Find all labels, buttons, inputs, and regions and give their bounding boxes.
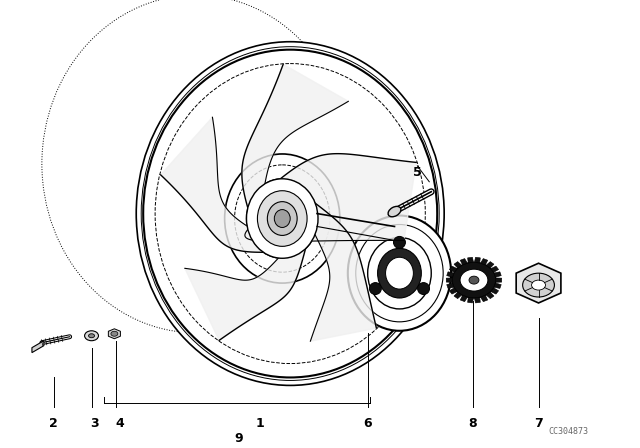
Ellipse shape [111,331,118,336]
Polygon shape [481,295,488,302]
Polygon shape [242,64,348,210]
Polygon shape [185,247,306,340]
Ellipse shape [268,202,297,235]
Polygon shape [494,283,501,289]
Ellipse shape [275,210,290,228]
Polygon shape [468,257,474,263]
Ellipse shape [388,207,401,217]
Ellipse shape [143,50,437,378]
Polygon shape [447,272,454,277]
Ellipse shape [225,154,340,283]
Ellipse shape [378,248,421,298]
Ellipse shape [385,257,413,289]
Ellipse shape [394,237,405,248]
Polygon shape [491,288,499,294]
Text: CC304873: CC304873 [548,427,588,436]
Ellipse shape [246,179,318,258]
Polygon shape [494,272,501,277]
Text: 4: 4 [115,417,124,430]
Text: 6: 6 [364,417,372,430]
Text: 9: 9 [234,432,243,445]
Ellipse shape [246,179,318,258]
Ellipse shape [369,283,381,294]
Polygon shape [516,263,561,303]
Polygon shape [447,283,454,289]
Ellipse shape [532,280,545,290]
Polygon shape [32,341,44,353]
Polygon shape [454,262,462,268]
Polygon shape [310,202,376,341]
Ellipse shape [469,276,479,284]
Ellipse shape [417,283,429,294]
Polygon shape [486,262,494,268]
Ellipse shape [523,273,554,297]
Text: 8: 8 [468,417,477,430]
Ellipse shape [268,202,297,235]
Polygon shape [486,292,494,299]
Ellipse shape [460,269,488,291]
Ellipse shape [275,210,290,228]
Ellipse shape [88,334,95,338]
Text: 2: 2 [49,417,58,430]
Polygon shape [468,297,474,303]
Text: 3: 3 [90,417,99,430]
Ellipse shape [452,262,496,298]
Polygon shape [460,295,467,302]
Polygon shape [481,258,488,265]
Text: 5: 5 [413,166,422,179]
Ellipse shape [257,191,307,246]
Polygon shape [449,288,457,294]
Polygon shape [474,297,480,303]
Ellipse shape [257,191,307,246]
Polygon shape [460,258,467,265]
Ellipse shape [367,237,431,309]
Polygon shape [245,154,416,241]
Polygon shape [454,292,462,299]
Polygon shape [161,117,265,252]
Text: 7: 7 [534,417,543,430]
Ellipse shape [136,42,444,385]
Polygon shape [491,266,499,272]
Polygon shape [474,257,480,263]
Polygon shape [108,329,120,339]
Ellipse shape [348,215,451,331]
Polygon shape [449,266,457,272]
Polygon shape [495,278,502,282]
Polygon shape [446,278,452,282]
Text: 1: 1 [256,417,265,430]
Ellipse shape [84,331,99,341]
